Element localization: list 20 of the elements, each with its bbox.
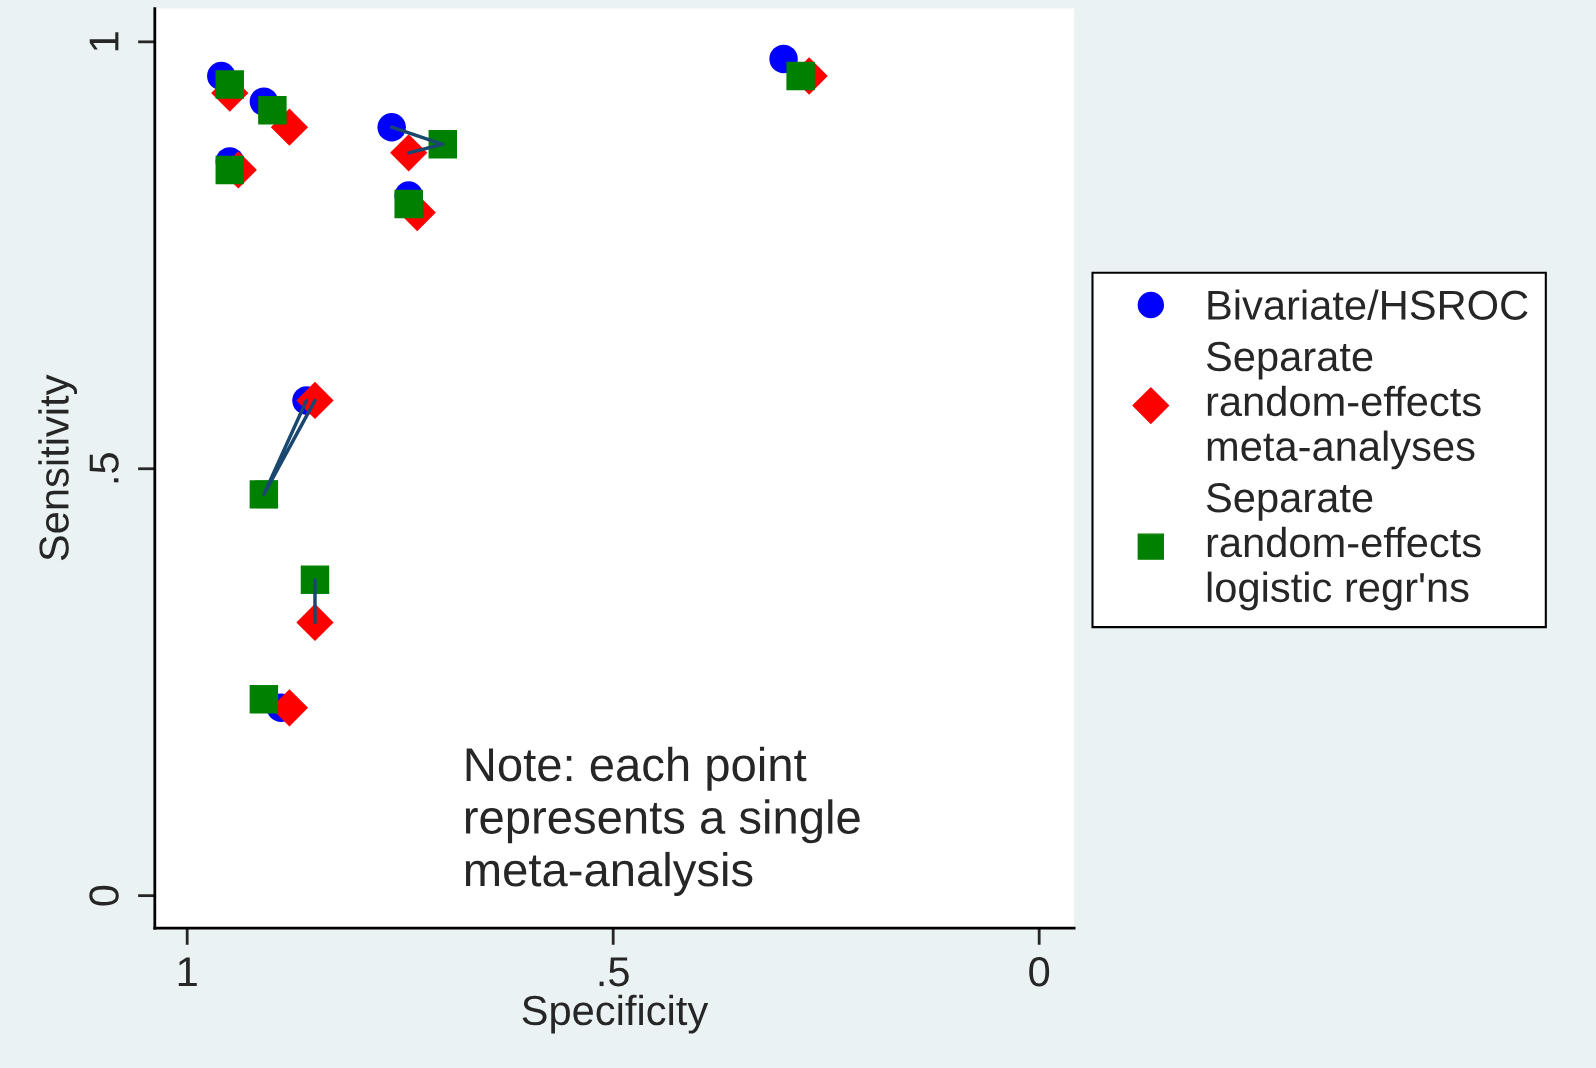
y-tick-label: 0 [89, 885, 119, 906]
point [215, 155, 245, 185]
y-axis-title: Sensitivity [38, 374, 78, 561]
point [258, 95, 287, 125]
y-tick-label: 1 [89, 32, 119, 51]
y-tick-label: .5 [89, 453, 119, 483]
point [249, 685, 279, 714]
point [215, 70, 245, 99]
legend-label: Separate random-effects logistic regr'ns [1206, 482, 1481, 611]
x-tick-label: 0 [1029, 956, 1050, 987]
legend-label: Bivariate/HSROC [1208, 289, 1528, 321]
point [394, 189, 423, 219]
x-tick-label: .5 [599, 957, 629, 987]
point [249, 480, 279, 509]
legend-label: Separate random-effects meta-analyses [1206, 341, 1481, 470]
x-tick-label: 1 [178, 957, 197, 987]
x-axis-title: Specificity [522, 994, 709, 1034]
annotation: Note: each point represents a single meta-analysis [465, 746, 860, 896]
point [390, 134, 428, 172]
point [786, 61, 815, 91]
